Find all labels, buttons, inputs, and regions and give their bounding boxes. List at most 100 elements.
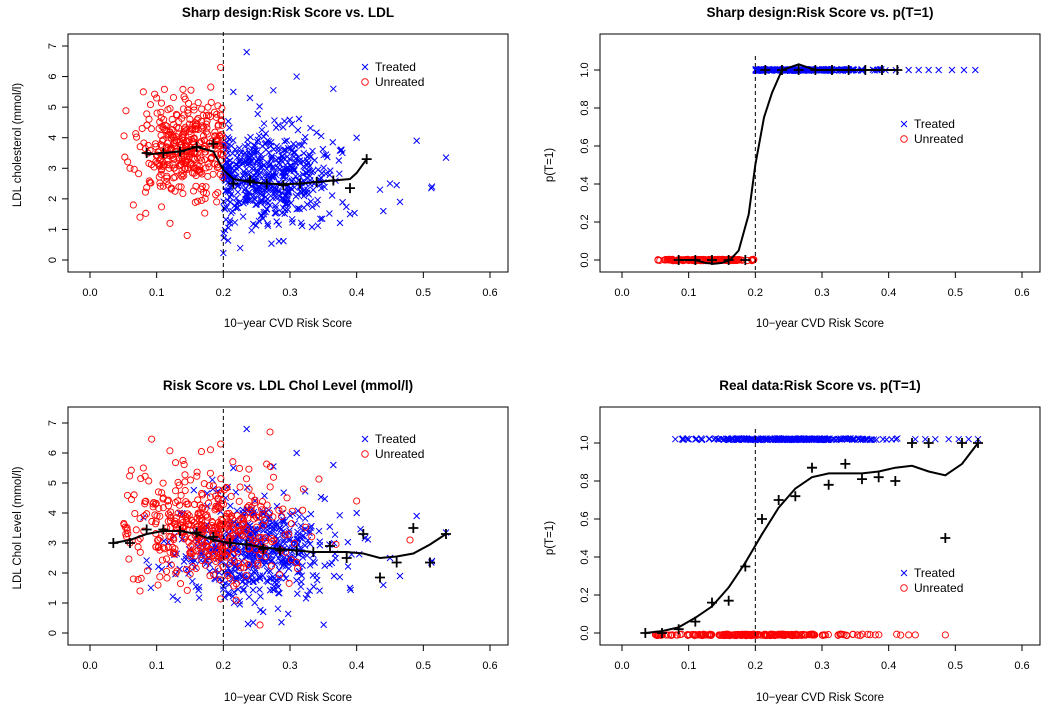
untreated-point	[229, 458, 237, 466]
untreated-point	[232, 580, 240, 588]
untreated-point	[206, 493, 214, 501]
treated-point	[279, 528, 287, 536]
treated-point	[236, 244, 244, 252]
untreated-point	[698, 631, 706, 639]
treated-series	[220, 48, 450, 257]
treated-point	[301, 515, 309, 522]
untreated-point	[170, 120, 178, 129]
treated-point	[269, 86, 277, 94]
bin-mean-marker	[823, 479, 834, 490]
untreated-point	[174, 497, 182, 505]
untreated-point	[213, 110, 221, 118]
treated-point	[283, 200, 291, 207]
treated-point	[330, 572, 338, 580]
untreated-point	[185, 520, 193, 528]
untreated-point	[232, 596, 240, 604]
untreated-point	[193, 537, 201, 545]
untreated-point	[153, 94, 161, 102]
y-tick-label: 4	[47, 510, 59, 516]
treated-point	[246, 150, 254, 158]
x-tick-label: 0.6	[1014, 287, 1029, 299]
x-tick-label: 0.4	[881, 287, 896, 299]
treated-point	[224, 237, 232, 244]
untreated-point	[180, 159, 188, 167]
untreated-point	[905, 631, 913, 639]
treated-point	[226, 124, 233, 132]
y-tick-label: 0	[47, 630, 59, 636]
treated-point	[339, 198, 346, 206]
treated-point	[243, 553, 251, 560]
x-tick-label: 0.4	[881, 660, 896, 672]
untreated-point	[184, 500, 192, 508]
untreated-point	[161, 125, 169, 134]
untreated-point	[198, 122, 206, 130]
treated-point	[336, 573, 344, 581]
plot-marks	[120, 32, 450, 272]
bin-mean-marker	[328, 175, 339, 186]
bin-mean-marker	[957, 438, 967, 448]
untreated-point	[166, 219, 174, 227]
x-tick-label: 0.3	[814, 660, 829, 672]
bin-mean-marker	[673, 624, 684, 635]
treated-point	[241, 157, 249, 165]
treated-point	[243, 425, 251, 433]
x-tick-label: 0.1	[681, 287, 696, 299]
treated-point	[413, 137, 421, 145]
untreated-point	[200, 480, 208, 488]
untreated-point	[183, 231, 191, 239]
untreated-point	[187, 549, 195, 558]
bin-mean-marker	[807, 462, 817, 473]
treated-point	[275, 144, 282, 152]
bin-mean-marker	[907, 438, 917, 448]
untreated-point	[216, 550, 224, 558]
treated-point	[231, 167, 239, 175]
bin-mean-marker	[425, 557, 435, 568]
untreated-point	[193, 468, 201, 476]
treated-point	[336, 219, 344, 227]
treated-point	[755, 436, 763, 443]
treated-point	[258, 191, 266, 199]
treated-point	[319, 145, 327, 153]
untreated-point	[189, 563, 197, 571]
untreated-point	[143, 567, 151, 575]
treated-point	[306, 587, 314, 595]
legend-item: Treated	[900, 566, 955, 580]
treated-point	[249, 586, 257, 594]
untreated-point	[164, 181, 172, 189]
treated-point	[281, 117, 288, 125]
untreated-point	[213, 163, 221, 172]
treated-point	[240, 585, 248, 593]
treated-point	[328, 192, 336, 199]
untreated-point	[218, 121, 226, 129]
y-tick-label: 4	[47, 135, 59, 141]
treated-point	[275, 159, 283, 167]
x-tick-label: 0.5	[948, 287, 963, 299]
treated-point	[239, 213, 247, 220]
treated-point	[293, 449, 301, 457]
untreated-point	[733, 256, 741, 264]
bin-mean-marker	[295, 178, 305, 189]
untreated-point	[169, 153, 177, 161]
untreated-point	[267, 562, 276, 570]
untreated-point	[158, 489, 166, 497]
treated-point	[268, 152, 276, 160]
treated-point	[955, 435, 963, 443]
untreated-point	[261, 534, 269, 542]
treated-point	[317, 215, 324, 223]
bin-mean-marker	[707, 255, 717, 265]
untreated-point	[147, 161, 156, 169]
treated-point	[308, 223, 316, 231]
treated-point	[274, 583, 282, 591]
treated-point	[292, 558, 299, 566]
untreated-point	[875, 631, 883, 639]
untreated-point	[189, 548, 197, 556]
bin-mean-marker	[940, 533, 951, 543]
treated-point	[834, 435, 842, 443]
treated-point	[282, 146, 289, 154]
untreated-point	[127, 466, 135, 474]
treated-point	[311, 156, 319, 164]
untreated-point	[706, 631, 714, 639]
treated-point	[335, 157, 343, 164]
treated-point	[797, 435, 805, 443]
